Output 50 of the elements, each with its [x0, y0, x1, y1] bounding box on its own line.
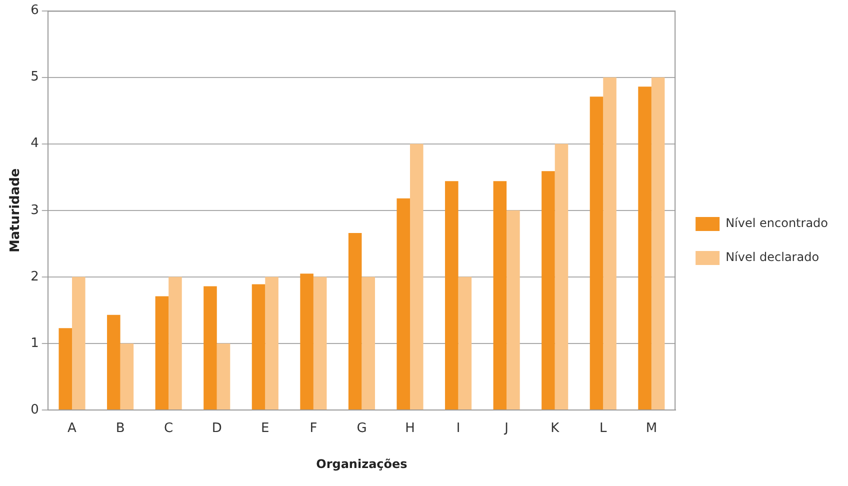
bar	[493, 181, 507, 410]
x-tick-label: K	[550, 421, 560, 436]
bar	[506, 210, 520, 410]
bar	[362, 276, 375, 410]
y-tick-label: 6	[30, 3, 39, 18]
x-tick-label: G	[356, 421, 367, 436]
bar	[590, 96, 604, 410]
y-tick-label: 4	[30, 136, 39, 152]
bar	[313, 276, 327, 410]
x-tick-label: J	[504, 421, 508, 436]
y-tick-label: 1	[30, 336, 39, 351]
bar	[58, 328, 72, 410]
x-tick-label: L	[600, 421, 608, 436]
bar	[638, 86, 652, 410]
bar	[155, 296, 169, 410]
bar	[651, 77, 665, 410]
bar	[458, 276, 472, 410]
bar	[168, 276, 182, 410]
bar	[300, 274, 314, 410]
bar	[410, 144, 424, 410]
legend-label: Nível declarado	[726, 250, 820, 264]
bar	[216, 343, 230, 410]
bar	[252, 284, 266, 410]
x-tick-label: C	[164, 421, 174, 436]
x-tick-label: D	[212, 421, 222, 436]
bar	[107, 314, 120, 410]
y-tick-label: 5	[30, 70, 39, 85]
bar	[445, 181, 458, 410]
x-tick-label: A	[68, 421, 77, 436]
x-tick-label: E	[261, 421, 270, 436]
bar	[603, 77, 616, 410]
bar	[542, 171, 555, 410]
bar	[265, 276, 278, 410]
x-tick-label: M	[646, 421, 658, 436]
bar	[396, 198, 410, 410]
legend-label: Nível encontrado	[726, 216, 828, 230]
y-tick-label: 2	[30, 269, 39, 284]
bar	[204, 286, 217, 410]
bar	[120, 343, 134, 410]
x-tick-label: I	[456, 421, 460, 436]
y-tick-label: 0	[30, 402, 39, 418]
y-axis-title: Maturidade	[8, 168, 24, 253]
y-tick-label: 3	[30, 202, 39, 218]
x-tick-label: H	[405, 421, 415, 436]
bar	[72, 276, 86, 410]
x-tick-label: F	[310, 421, 318, 436]
x-axis-title: Organizações	[316, 456, 408, 471]
bar	[348, 233, 362, 410]
bar	[554, 144, 568, 410]
x-tick-label: B	[116, 421, 125, 436]
